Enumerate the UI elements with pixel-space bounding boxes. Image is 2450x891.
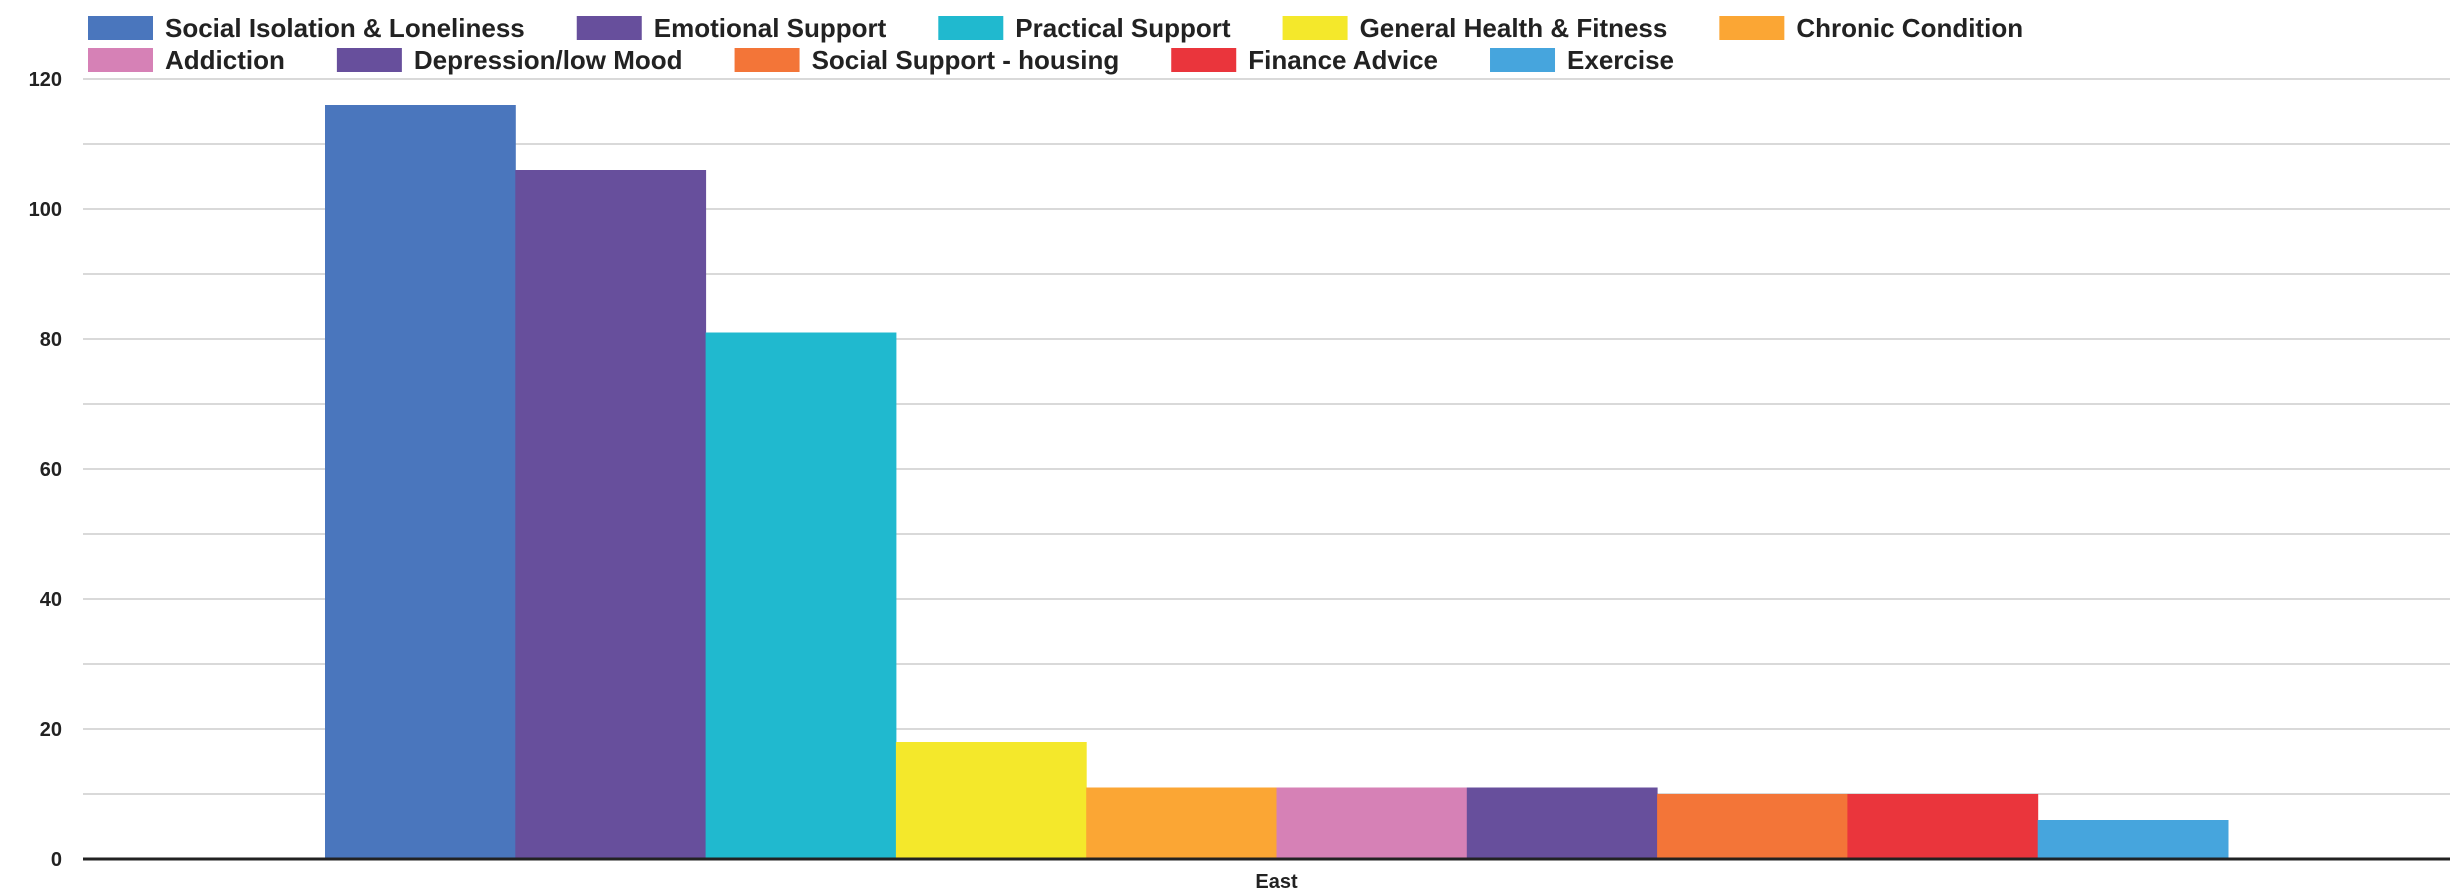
legend-label: Addiction	[165, 45, 285, 75]
y-tick-label: 0	[51, 849, 62, 871]
y-axis: 0 20 40 60 80 100 120	[29, 69, 62, 871]
legend-swatch	[938, 16, 1004, 40]
legend-swatch	[1490, 48, 1556, 72]
bar	[1847, 794, 2039, 859]
y-tick-label: 60	[40, 459, 62, 481]
bar	[515, 170, 707, 859]
legend-swatch	[336, 48, 402, 72]
legend-label: General Health & Fitness	[1360, 13, 1668, 43]
bar	[1276, 787, 1468, 859]
legend-swatch	[576, 16, 642, 40]
legend-label: Social Support - housing	[812, 45, 1120, 75]
legend-label: Practical Support	[1015, 13, 1231, 43]
bar	[1086, 787, 1277, 859]
legend-swatch	[1171, 48, 1237, 72]
legend: Social Isolation & Loneliness Emotional S…	[88, 13, 2023, 75]
y-tick-label: 40	[40, 589, 62, 611]
y-tick-label: 20	[40, 719, 62, 741]
x-tick-label: East	[1255, 871, 1298, 891]
y-tick-label: 100	[29, 199, 62, 221]
legend-swatch	[88, 16, 153, 40]
bar	[705, 332, 897, 859]
legend-label: Social Isolation & Loneliness	[165, 13, 525, 43]
legend-swatch	[1719, 16, 1785, 40]
bar	[2037, 820, 2229, 859]
x-axis: East	[1255, 871, 1298, 891]
legend-label: Finance Advice	[1248, 45, 1438, 75]
bars	[325, 105, 2229, 859]
legend-swatch	[1282, 16, 1348, 40]
bar	[895, 742, 1087, 859]
bar	[1466, 787, 1658, 859]
legend-label: Chronic Condition	[1796, 13, 2023, 43]
legend-label: Exercise	[1567, 45, 1674, 75]
legend-label: Emotional Support	[654, 13, 887, 43]
y-tick-label: 120	[29, 69, 62, 91]
legend-label: Depression/low Mood	[414, 45, 683, 75]
bar	[325, 105, 516, 859]
bar	[1657, 794, 1848, 859]
y-tick-label: 80	[40, 329, 62, 351]
legend-swatch	[88, 48, 153, 72]
legend-swatch	[734, 48, 800, 72]
